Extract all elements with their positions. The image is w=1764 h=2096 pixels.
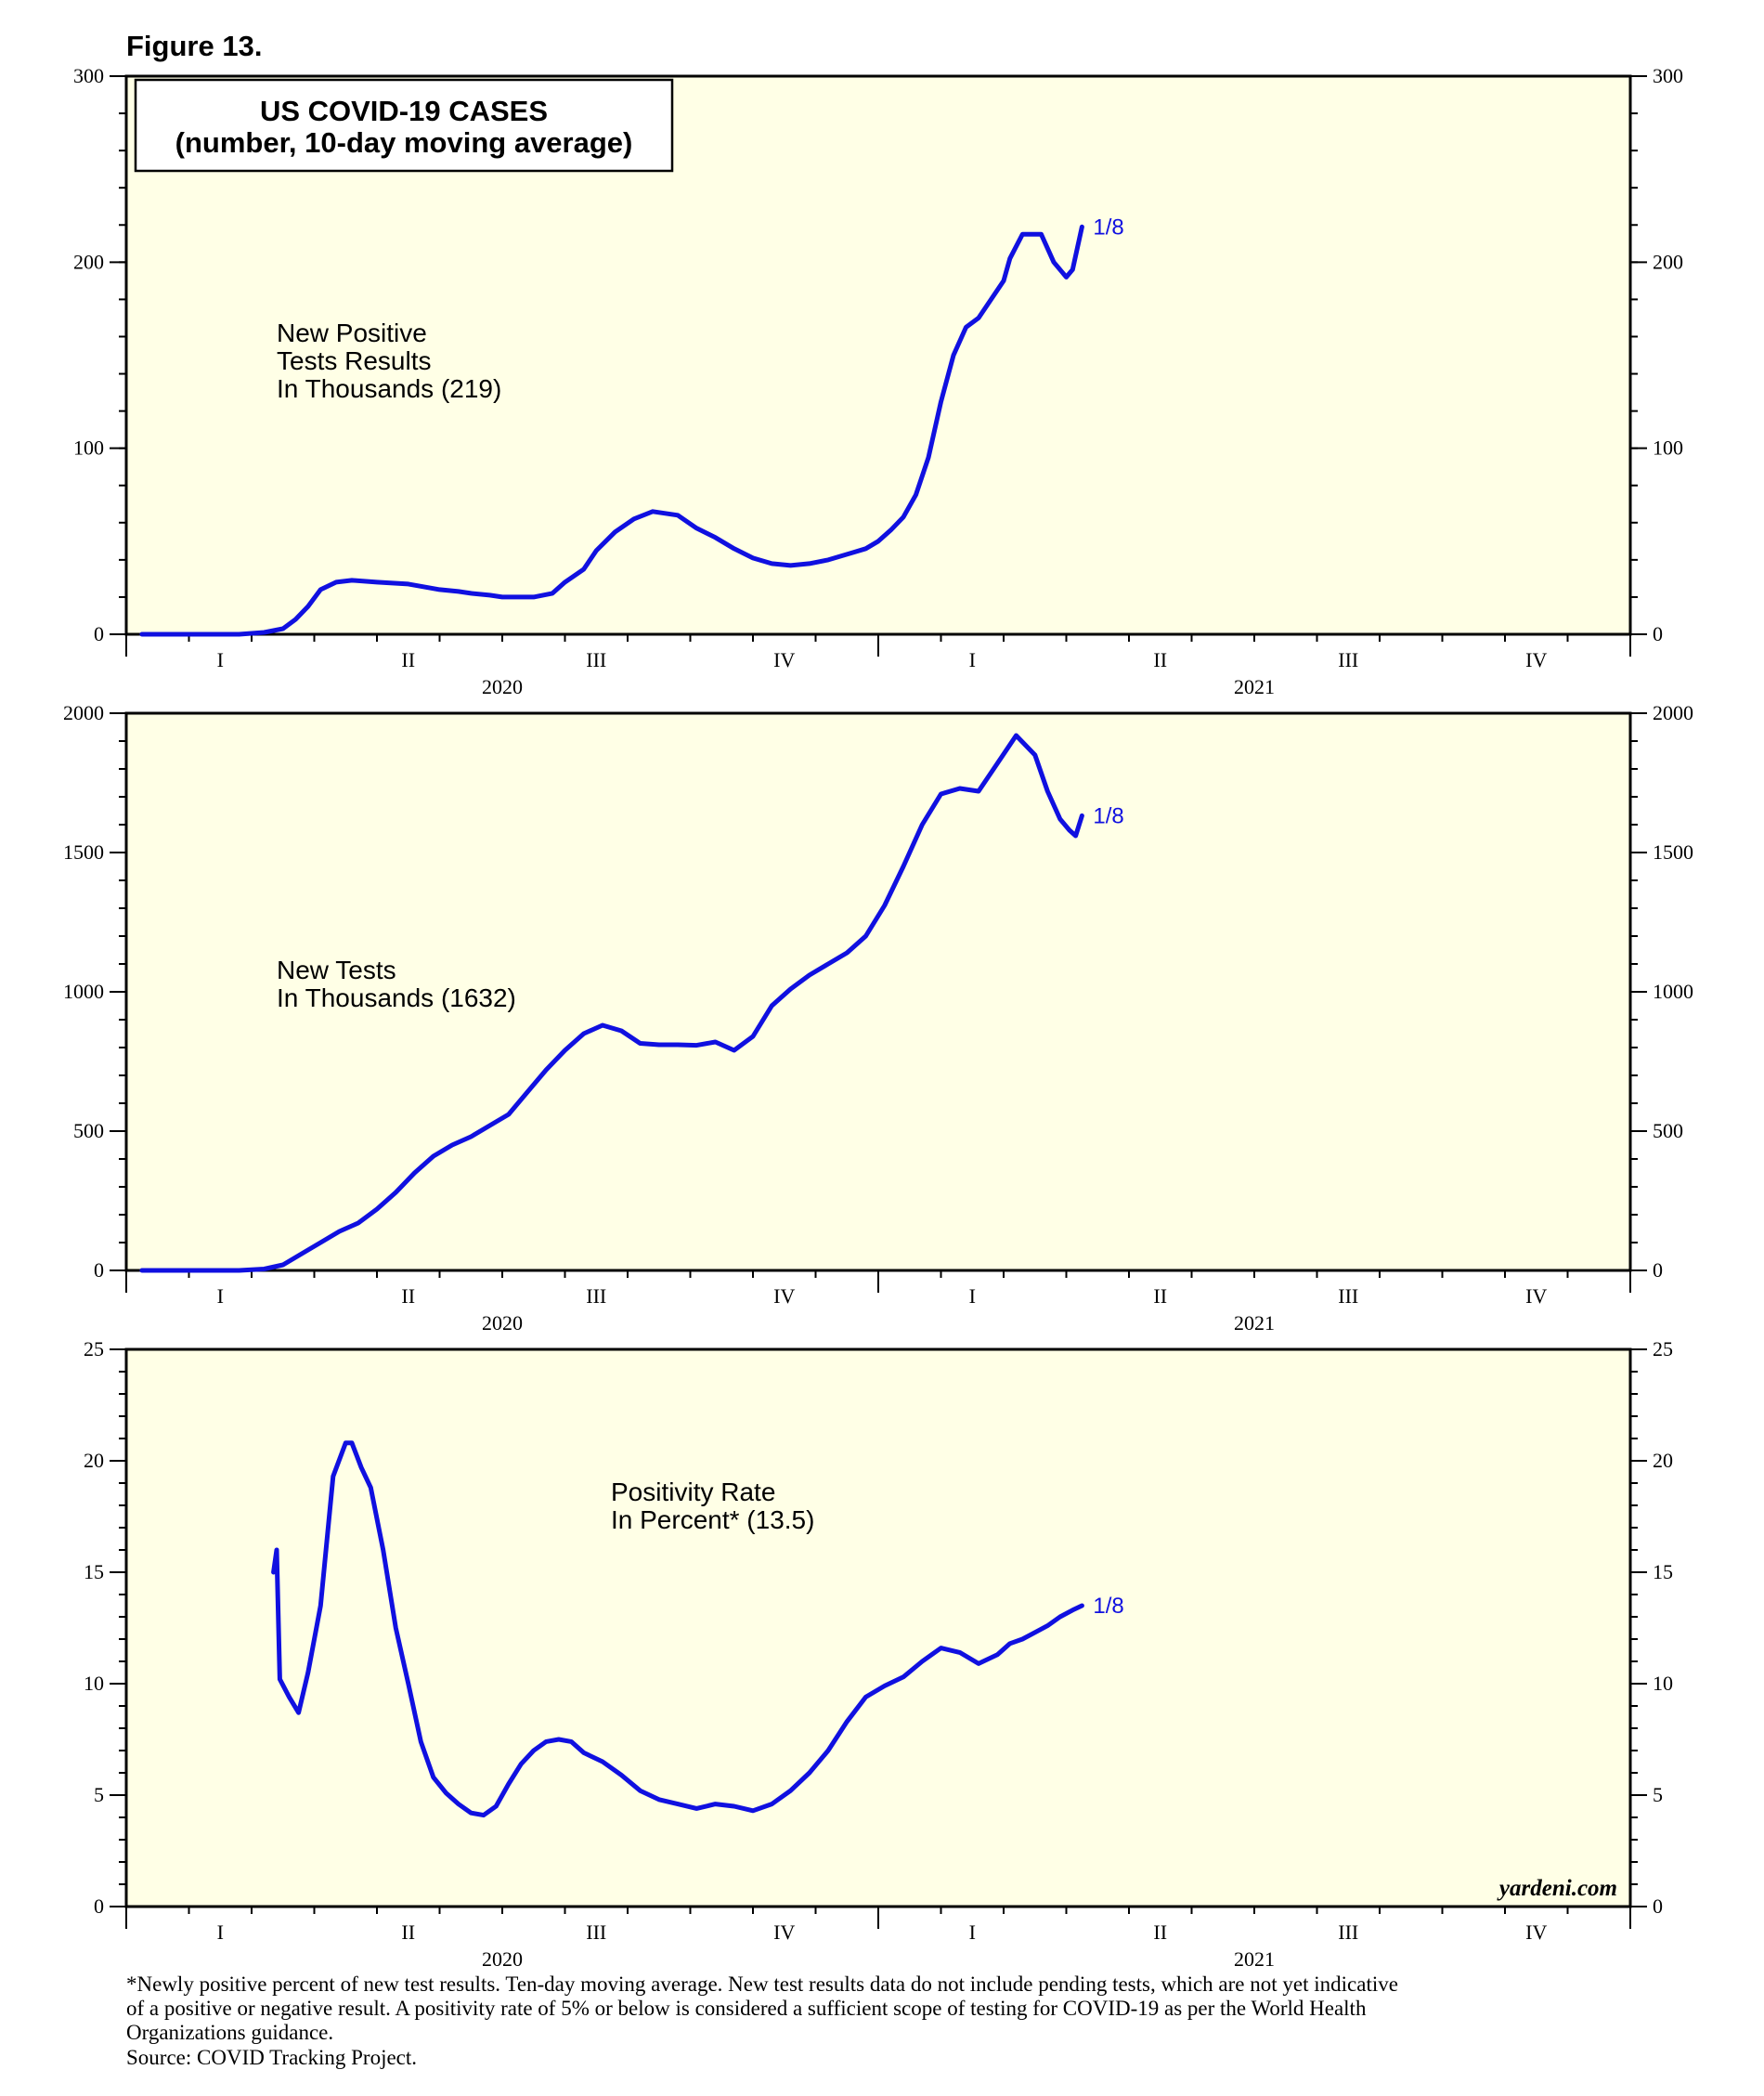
- y-tick-label-left: 0: [94, 1894, 104, 1918]
- y-tick-label-left: 1500: [63, 840, 104, 864]
- figure-label: Figure 13.: [126, 30, 262, 62]
- plot-area-positivity: [124, 1347, 1632, 1908]
- y-tick-label-left: 25: [84, 1337, 104, 1360]
- x-quarter-label: IV: [773, 648, 795, 671]
- annotation-positive-line3: In Thousands (219): [277, 374, 501, 403]
- y-tick-label-right: 500: [1653, 1119, 1683, 1142]
- x-quarter-label: II: [401, 1920, 415, 1944]
- footnote-source: Source: COVID Tracking Project.: [126, 2046, 417, 2069]
- x-quarter-label: I: [969, 648, 976, 671]
- plot-area-tests: [124, 711, 1632, 1272]
- y-tick-label-right: 5: [1653, 1783, 1663, 1806]
- y-tick-label-right: 200: [1653, 250, 1683, 273]
- x-quarter-label: II: [1153, 1284, 1167, 1308]
- series-line-positive: [139, 224, 1084, 637]
- x-quarter-label: IV: [773, 1920, 795, 1944]
- x-quarter-label: IV: [1525, 1920, 1547, 1944]
- x-quarter-label: I: [969, 1920, 976, 1944]
- footnote-line2: of a positive or negative result. A posi…: [126, 1997, 1367, 2020]
- chart-title-line1: US COVID-19 CASES: [260, 95, 548, 127]
- chart-title-line2: (number, 10-day moving average): [175, 126, 633, 159]
- y-tick-label-right: 2000: [1653, 701, 1693, 724]
- y-tick-label-right: 20: [1653, 1449, 1673, 1472]
- y-tick-label-left: 0: [94, 1258, 104, 1282]
- x-year-label: 2020: [482, 675, 523, 698]
- x-year-label: 2021: [1234, 1947, 1275, 1971]
- y-tick-label-right: 100: [1653, 436, 1683, 460]
- annotation-tests-line1: New Tests: [277, 956, 396, 984]
- series-line-tests: [139, 733, 1084, 1273]
- annotation-tests-line2: In Thousands (1632): [277, 983, 516, 1012]
- series-line-positivity: [271, 1440, 1084, 1818]
- y-tick-label-right: 25: [1653, 1337, 1673, 1360]
- chart-title-box: [134, 78, 674, 173]
- brand-watermark: yardeni.com: [1497, 1876, 1617, 1901]
- y-tick-label-left: 5: [94, 1783, 104, 1806]
- y-tick-label-left: 300: [73, 64, 104, 87]
- x-quarter-label: II: [1153, 648, 1167, 671]
- y-tick-label-left: 100: [73, 436, 104, 460]
- x-quarter-label: IV: [1525, 648, 1547, 671]
- x-quarter-label: IV: [773, 1284, 795, 1308]
- annotation-positivity-line2: In Percent* (13.5): [611, 1505, 814, 1534]
- x-quarter-label: II: [401, 1284, 415, 1308]
- y-tick-label-left: 500: [73, 1119, 104, 1142]
- y-tick-label-right: 10: [1653, 1672, 1673, 1695]
- x-year-label: 2021: [1234, 1311, 1275, 1334]
- y-tick-label-right: 0: [1653, 622, 1663, 645]
- y-tick-label-left: 15: [84, 1560, 104, 1583]
- y-tick-label-left: 200: [73, 250, 104, 273]
- x-quarter-label: III: [1338, 1284, 1358, 1308]
- x-year-label: 2021: [1234, 675, 1275, 698]
- x-quarter-label: III: [586, 1920, 606, 1944]
- annotation-positivity-line1: Positivity Rate: [611, 1478, 775, 1506]
- x-quarter-label: I: [217, 1284, 224, 1308]
- x-quarter-label: I: [217, 648, 224, 671]
- y-tick-label-right: 300: [1653, 64, 1683, 87]
- y-tick-label-left: 20: [84, 1449, 104, 1472]
- y-tick-label-left: 1000: [63, 980, 104, 1003]
- x-quarter-label: II: [1153, 1920, 1167, 1944]
- x-quarter-label: IV: [1525, 1284, 1547, 1308]
- annotation-positive-line2: Tests Results: [277, 346, 432, 375]
- end-label-tests: 1/8: [1093, 803, 1123, 828]
- x-quarter-label: I: [969, 1284, 976, 1308]
- x-quarter-label: I: [217, 1920, 224, 1944]
- x-quarter-label: III: [1338, 1920, 1358, 1944]
- y-tick-label-right: 15: [1653, 1560, 1673, 1583]
- x-year-label: 2020: [482, 1947, 523, 1971]
- x-quarter-label: III: [586, 648, 606, 671]
- y-tick-label-left: 10: [84, 1672, 104, 1695]
- end-label-positivity: 1/8: [1093, 1594, 1123, 1619]
- y-tick-label-right: 1500: [1653, 840, 1693, 864]
- x-quarter-label: III: [1338, 648, 1358, 671]
- x-quarter-label: III: [586, 1284, 606, 1308]
- x-quarter-label: II: [401, 648, 415, 671]
- end-label-positive: 1/8: [1093, 215, 1123, 240]
- footnote-line1: *Newly positive percent of new test resu…: [126, 1972, 1398, 1996]
- y-tick-label-left: 0: [94, 622, 104, 645]
- y-tick-label-right: 0: [1653, 1894, 1663, 1918]
- y-tick-label-left: 2000: [63, 701, 104, 724]
- footnote-line3: Organizations guidance.: [126, 2021, 333, 2044]
- x-year-label: 2020: [482, 1311, 523, 1334]
- y-tick-label-right: 0: [1653, 1258, 1663, 1282]
- y-tick-label-right: 1000: [1653, 980, 1693, 1003]
- annotation-positive-line1: New Positive: [277, 319, 427, 347]
